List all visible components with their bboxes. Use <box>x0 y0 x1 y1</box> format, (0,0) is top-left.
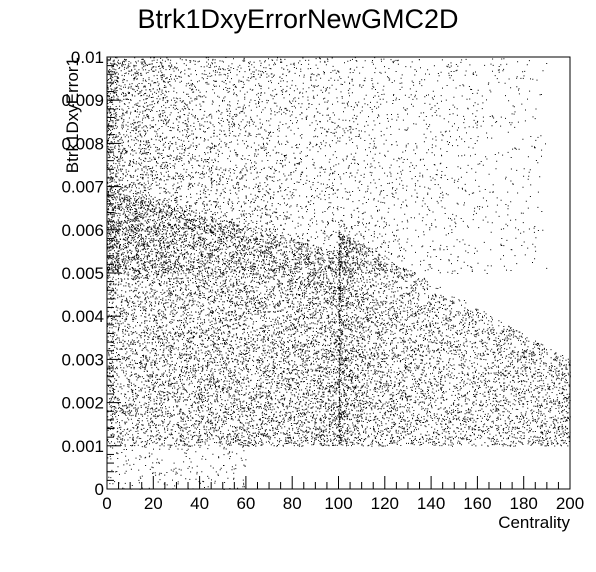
x-tick-label: 80 <box>283 494 302 513</box>
y-tick-label: 0.005 <box>61 264 104 283</box>
chart-title: Btrk1DxyErrorNewGMC2D <box>137 4 458 34</box>
x-tick-label: 20 <box>144 494 163 513</box>
x-axis: 0 20 40 60 80 100 120 140 160 180 200 <box>102 476 584 513</box>
y-tick-label: 0.007 <box>61 178 104 197</box>
y-axis-title: Btrk1DxyError1 <box>63 57 82 173</box>
x-tick-label: 60 <box>236 494 255 513</box>
x-tick-label: 0 <box>102 494 111 513</box>
x-tick-label: 120 <box>371 494 399 513</box>
y-tick-label: 0.004 <box>61 307 104 326</box>
scatter-points <box>107 57 571 490</box>
y-tick-label: 0.008 <box>61 134 104 153</box>
y-tick-label: 0.002 <box>61 394 104 413</box>
y-axis: 0 0.001 0.002 0.003 0.004 0.005 0.006 0.007 0.00… <box>61 48 121 499</box>
x-tick-label: 140 <box>417 494 445 513</box>
x-tick-label: 200 <box>556 494 584 513</box>
y-tick-label: 0.003 <box>61 350 104 369</box>
x-tick-label: 180 <box>510 494 538 513</box>
x-axis-title: Centrality <box>498 513 570 532</box>
y-tick-label: 0.009 <box>61 91 104 110</box>
y-tick-label: 0.001 <box>61 437 104 456</box>
x-tick-label: 40 <box>190 494 209 513</box>
x-tick-label: 100 <box>324 494 352 513</box>
y-tick-label: 0.01 <box>71 48 104 67</box>
y-tick-label: 0 <box>95 480 104 499</box>
x-tick-label: 160 <box>463 494 491 513</box>
y-tick-label: 0.006 <box>61 221 104 240</box>
point-cloud <box>107 57 571 490</box>
